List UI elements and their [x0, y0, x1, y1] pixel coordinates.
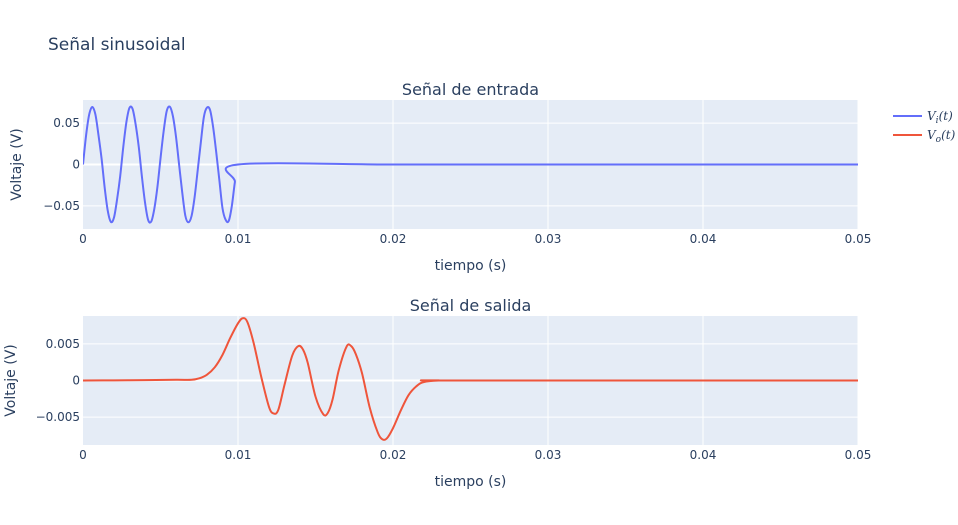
- legend-item[interactable]: Vo(t): [893, 128, 956, 145]
- subplot-title: Señal de entrada: [402, 80, 539, 99]
- legend[interactable]: Vi(t) Vo(t): [893, 109, 956, 145]
- legend-label: Vo(t): [927, 128, 956, 145]
- y-axis-label: Voltaje (V): [9, 128, 25, 200]
- x-tick-label: 0.03: [535, 448, 562, 462]
- x-tick-label: 0.02: [380, 232, 407, 246]
- x-tick-label: 0.03: [535, 232, 562, 246]
- x-tick-label: 0: [79, 448, 87, 462]
- x-tick-label: 0.01: [225, 232, 252, 246]
- subplots: 0 0.01 0.02 0.03 0.04 0.05 −0.05 0 0.05 Señal de …: [3, 80, 871, 490]
- x-tick-label: 0.05: [845, 232, 872, 246]
- subplot-input: 0 0.01 0.02 0.03 0.04 0.05 −0.05 0 0.05 Señal de …: [9, 80, 871, 274]
- y-tick-label: 0: [72, 158, 80, 172]
- y-axis-label: Voltaje (V): [3, 344, 19, 416]
- y-tick-label: 0: [72, 374, 80, 388]
- x-tick-label: 0: [79, 232, 87, 246]
- y-tick-label: −0.05: [43, 199, 80, 213]
- legend-item[interactable]: Vi(t): [893, 109, 953, 126]
- x-tick-label: 0.02: [380, 448, 407, 462]
- x-tick-label: 0.04: [690, 448, 717, 462]
- subplot-output: 0 0.01 0.02 0.03 0.04 0.05 −0.005 0 0.005 Señal d…: [3, 296, 871, 490]
- x-tick-label: 0.05: [845, 448, 872, 462]
- legend-label: Vi(t): [927, 109, 953, 126]
- x-axis-label: tiempo (s): [435, 474, 507, 490]
- series-line-input[interactable]: [83, 105, 858, 224]
- y-tick-label: −0.005: [36, 410, 80, 424]
- x-axis-label: tiempo (s): [435, 258, 507, 274]
- series-line-output[interactable]: [83, 317, 858, 441]
- x-tick-label: 0.01: [225, 448, 252, 462]
- subplot-title: Señal de salida: [410, 296, 532, 315]
- y-tick-label: 0.05: [53, 116, 80, 130]
- y-tick-label: 0.005: [46, 337, 80, 351]
- figure-title: Señal sinusoidal: [48, 35, 186, 55]
- x-tick-label: 0.04: [690, 232, 717, 246]
